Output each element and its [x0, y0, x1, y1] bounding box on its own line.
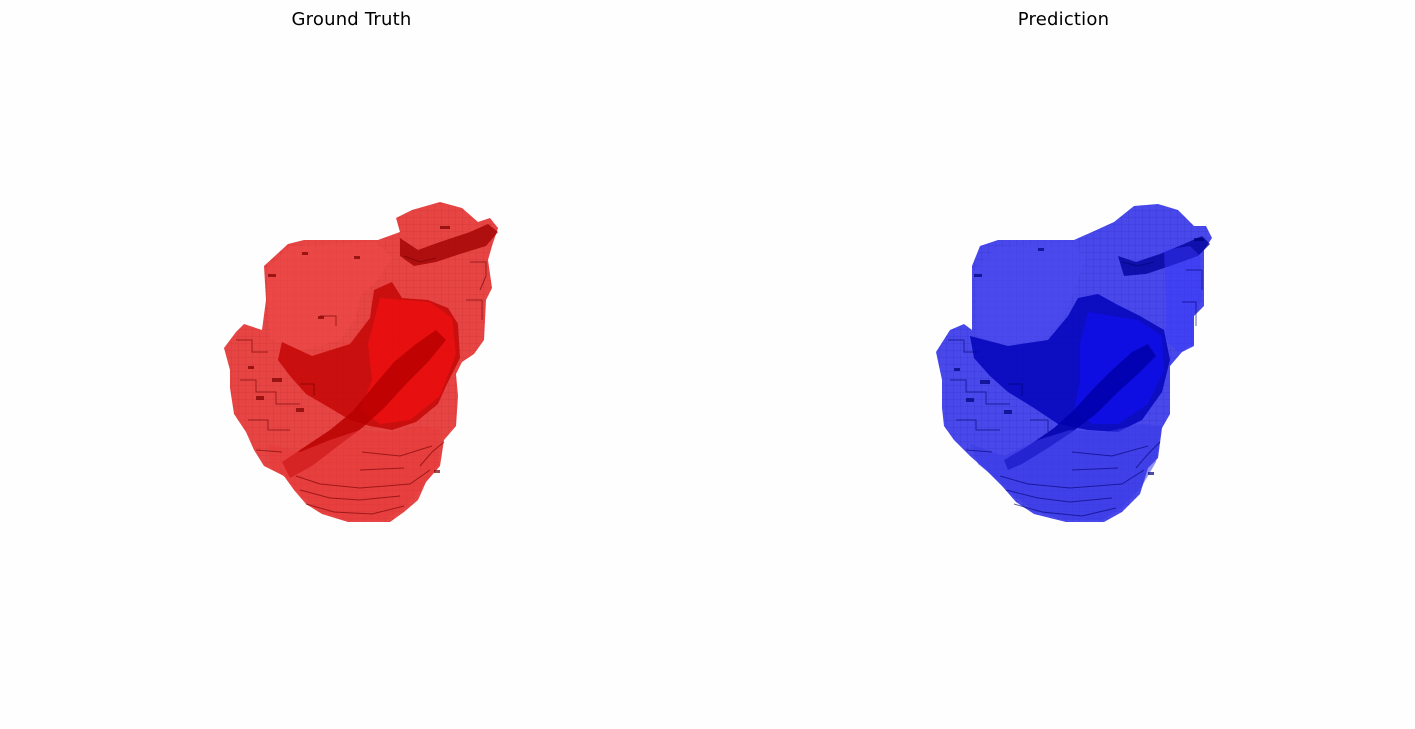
gt-top-appendage	[400, 224, 498, 266]
pred-voxel-edges	[948, 261, 1203, 517]
panel-title-prediction: Prediction	[1017, 9, 1110, 30]
pred-top-appendage	[1118, 236, 1210, 276]
gt-upper-lobe	[266, 242, 392, 352]
panel-ground-truth: Ground Truth	[0, 0, 707, 729]
ground-truth-voxel-render	[224, 202, 498, 522]
pred-upper-lobe	[974, 242, 1086, 346]
pred-flecks	[954, 238, 1204, 475]
gt-flecks	[248, 226, 450, 473]
panel-prediction: Prediction	[708, 0, 1415, 729]
gt-voxel-edges	[236, 255, 487, 515]
gt-vessel	[282, 330, 446, 478]
pred-vessel	[1004, 344, 1156, 470]
pred-lower-body	[970, 424, 1162, 520]
panel-title-ground-truth: Ground Truth	[291, 9, 412, 30]
prediction-voxel-render	[936, 204, 1212, 522]
